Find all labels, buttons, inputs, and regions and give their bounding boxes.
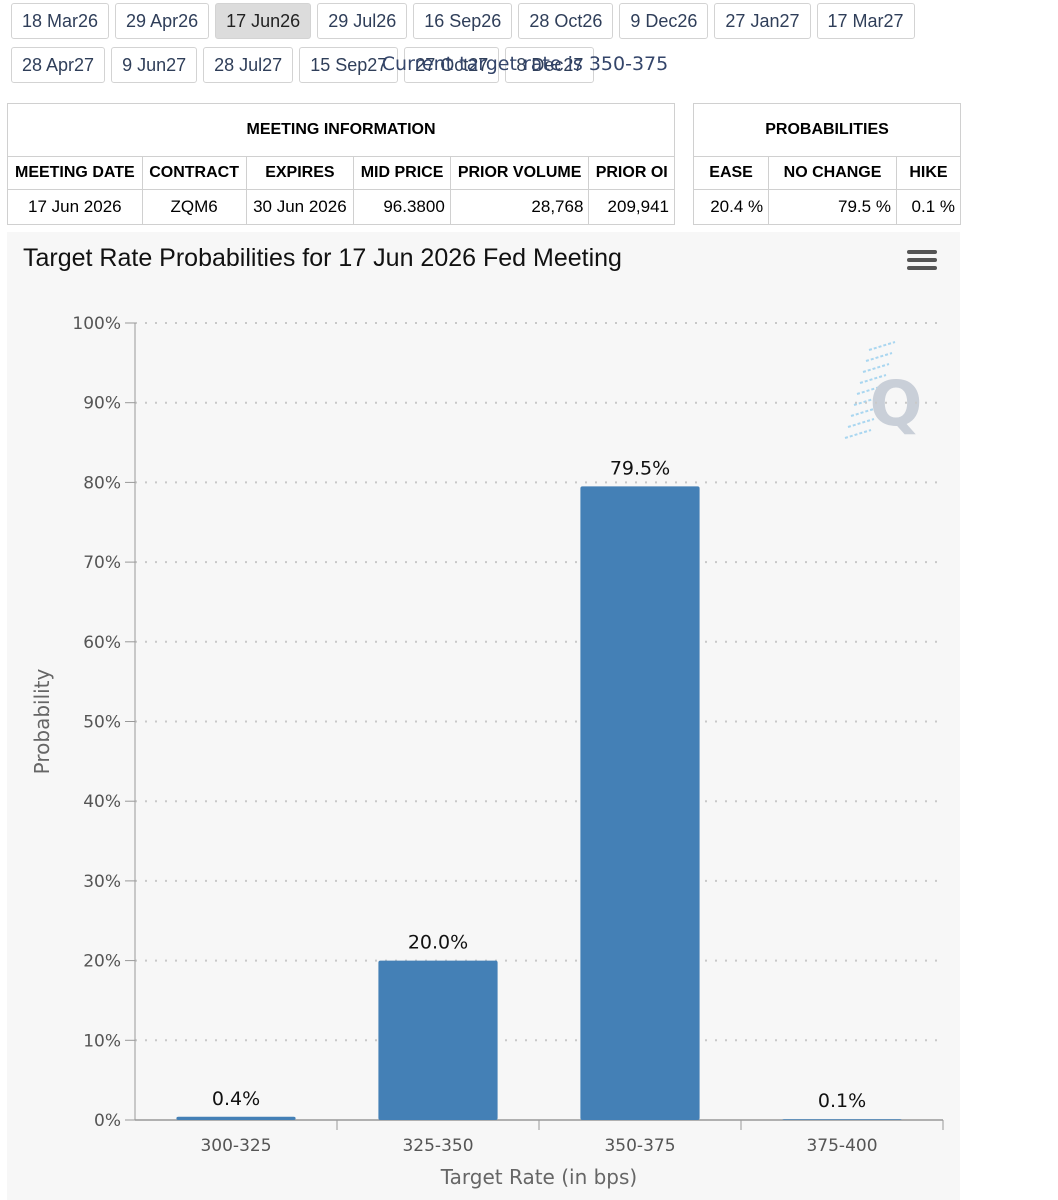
bar-375-400[interactable] xyxy=(782,1119,902,1120)
watermark-stripe xyxy=(865,352,893,362)
chart-title: Target Rate Probabilities for 17 Jun 202… xyxy=(23,244,622,272)
y-tick-label: 70% xyxy=(83,553,121,573)
cell-contract: ZQM6 xyxy=(141,189,247,225)
watermark-stripe xyxy=(862,363,890,373)
cell-hike: 0.1 % xyxy=(895,189,962,225)
meeting-date-tab[interactable]: 8 Dec27 xyxy=(505,47,595,83)
meeting-date-tab[interactable]: 17 Mar27 xyxy=(816,3,915,39)
meeting-information-heading: MEETING INFORMATION xyxy=(7,103,675,157)
y-tick-label: 0% xyxy=(94,1111,121,1131)
cell-no-change: 79.5 % xyxy=(768,189,897,225)
header-prior-volume: PRIOR VOLUME xyxy=(449,156,590,190)
meeting-date-tab[interactable]: 9 Dec26 xyxy=(619,3,709,39)
y-tick-label: 30% xyxy=(83,872,121,892)
x-tick-label: 350-375 xyxy=(604,1136,675,1156)
data-label: 20.0% xyxy=(408,932,468,954)
meeting-date-tabs-row-2: 28 Apr27 9 Jun27 28 Jul27 15 Sep27 27 Oct27 8… xyxy=(11,47,600,83)
cell-mid-price: 96.3800 xyxy=(353,189,451,225)
y-tick-label: 90% xyxy=(83,394,121,414)
bar-300-325[interactable] xyxy=(176,1116,296,1120)
meeting-information-table: MEETING INFORMATION MEETING DATE CONTRAC… xyxy=(7,103,675,225)
watermark-stripe xyxy=(850,407,878,417)
meeting-date-tab[interactable]: 28 Apr27 xyxy=(11,47,106,83)
meeting-date-tab[interactable]: 29 Jul26 xyxy=(317,3,408,39)
data-label: 0.1% xyxy=(818,1090,866,1112)
header-no-change: NO CHANGE xyxy=(768,156,897,190)
header-hike: HIKE xyxy=(895,156,962,190)
meeting-date-tab[interactable]: 28 Jul27 xyxy=(203,47,294,83)
y-tick-label: 50% xyxy=(83,713,121,733)
y-tick-label: 100% xyxy=(72,314,121,334)
cell-prior-oi: 209,941 xyxy=(588,189,675,225)
table-row: 20.4 % 79.5 % 0.1 % xyxy=(692,189,962,225)
x-tick-label: 375-400 xyxy=(806,1136,877,1156)
header-mid-price: MID PRICE xyxy=(353,156,451,190)
chart-subtitle: Current target rate is 350-375 xyxy=(381,53,669,75)
table-row: 17 Jun 2026 ZQM6 30 Jun 2026 96.3800 28,… xyxy=(7,189,675,225)
watermark-stripe xyxy=(853,396,881,406)
bar-325-350[interactable] xyxy=(378,960,498,1120)
y-tick-label: 60% xyxy=(83,633,121,653)
data-label: 79.5% xyxy=(610,457,670,479)
probabilities-table: PROBABILITIES EASE NO CHANGE HIKE 20.4 %… xyxy=(692,103,962,225)
data-label: 0.4% xyxy=(212,1088,260,1110)
chart-menu-icon[interactable] xyxy=(907,250,937,276)
meeting-date-tab[interactable]: 27 Oct27 xyxy=(404,47,500,83)
y-axis-title: Probability xyxy=(30,668,54,774)
watermark-stripe xyxy=(868,341,896,351)
header-meeting-date: MEETING DATE xyxy=(7,156,143,190)
y-tick-label: 40% xyxy=(83,792,121,812)
meeting-date-tab[interactable]: 28 Oct26 xyxy=(518,3,614,39)
cell-ease: 20.4 % xyxy=(692,189,770,225)
meeting-date-tab[interactable]: 29 Apr26 xyxy=(115,3,210,39)
meeting-date-tab[interactable]: 9 Jun27 xyxy=(111,47,198,83)
bar-350-375[interactable] xyxy=(580,486,700,1120)
cell-expires: 30 Jun 2026 xyxy=(245,189,355,225)
meeting-date-tab[interactable]: 16 Sep26 xyxy=(413,3,513,39)
meeting-date-tabs-row-1: 18 Mar26 29 Apr26 17 Jun26 29 Jul26 16 Sep26… xyxy=(11,3,921,39)
meeting-date-tab[interactable]: 27 Jan27 xyxy=(714,3,811,39)
meeting-date-tab[interactable]: 17 Jun26 xyxy=(215,3,312,39)
cell-prior-volume: 28,768 xyxy=(449,189,590,225)
cell-meeting-date: 17 Jun 2026 xyxy=(7,189,143,225)
header-contract: CONTRACT xyxy=(141,156,247,190)
probabilities-heading: PROBABILITIES xyxy=(693,103,961,157)
header-prior-oi: PRIOR OI xyxy=(588,156,675,190)
watermark-stripe xyxy=(856,385,884,395)
watermark-stripe xyxy=(859,374,887,384)
watermark-stripe xyxy=(844,429,872,439)
x-tick-label: 300-325 xyxy=(200,1136,271,1156)
meeting-date-tab[interactable]: 15 Sep27 xyxy=(299,47,399,83)
meeting-date-tab[interactable]: 18 Mar26 xyxy=(11,3,110,39)
watermark-stripe xyxy=(847,418,875,428)
y-tick-label: 20% xyxy=(83,952,121,972)
x-axis-title: Target Rate (in bps) xyxy=(440,1165,637,1189)
header-ease: EASE xyxy=(692,156,770,190)
y-tick-label: 10% xyxy=(83,1031,121,1051)
x-tick-label: 325-350 xyxy=(402,1136,473,1156)
y-tick-label: 80% xyxy=(83,473,121,493)
